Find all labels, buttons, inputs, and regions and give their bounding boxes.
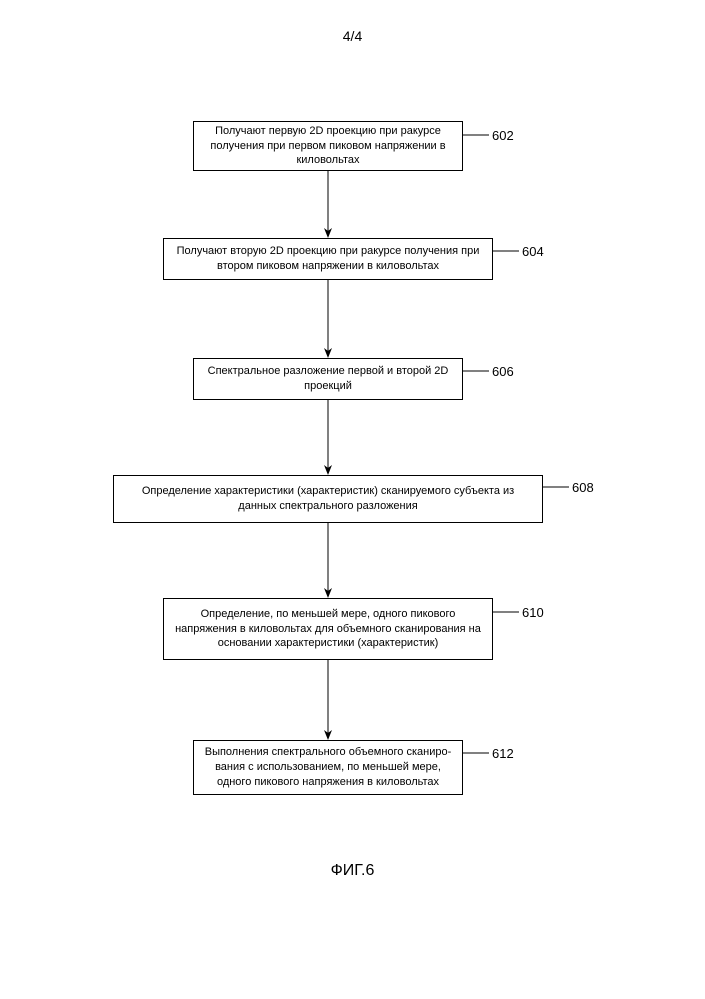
flow-node-label-604: 604 <box>522 244 544 259</box>
figure-caption: ФИГ.6 <box>0 862 705 880</box>
flow-node-612: Выполнения спектрального объемного скани… <box>193 740 463 795</box>
flow-node-602: Получают первую 2D проекцию при ракурсе … <box>193 121 463 171</box>
flow-node-label-602: 602 <box>492 128 514 143</box>
flow-node-label-612: 612 <box>492 746 514 761</box>
flow-node-608: Определение характеристики (характеристи… <box>113 475 543 523</box>
flow-node-label-606: 606 <box>492 364 514 379</box>
flow-node-604: Получают вторую 2D проекцию при ракурсе … <box>163 238 493 280</box>
flow-node-text: Выполнения спектрального объемного скани… <box>202 745 454 790</box>
flow-node-text: Определение характеристики (характеристи… <box>122 484 534 514</box>
flow-node-label-610: 610 <box>522 605 544 620</box>
flow-node-606: Спектральное разложение первой и второй … <box>193 358 463 400</box>
flow-node-label-608: 608 <box>572 480 594 495</box>
flow-node-text: Получают вторую 2D проекцию при ракурсе … <box>172 244 484 274</box>
flow-node-610: Определение, по меньшей мере, одного пик… <box>163 598 493 660</box>
flow-node-text: Определение, по меньшей мере, одного пик… <box>172 607 484 652</box>
page-number: 4/4 <box>0 28 705 44</box>
flow-node-text: Получают первую 2D проекцию при ракурсе … <box>202 124 454 169</box>
flow-node-text: Спектральное разложение первой и второй … <box>202 364 454 394</box>
